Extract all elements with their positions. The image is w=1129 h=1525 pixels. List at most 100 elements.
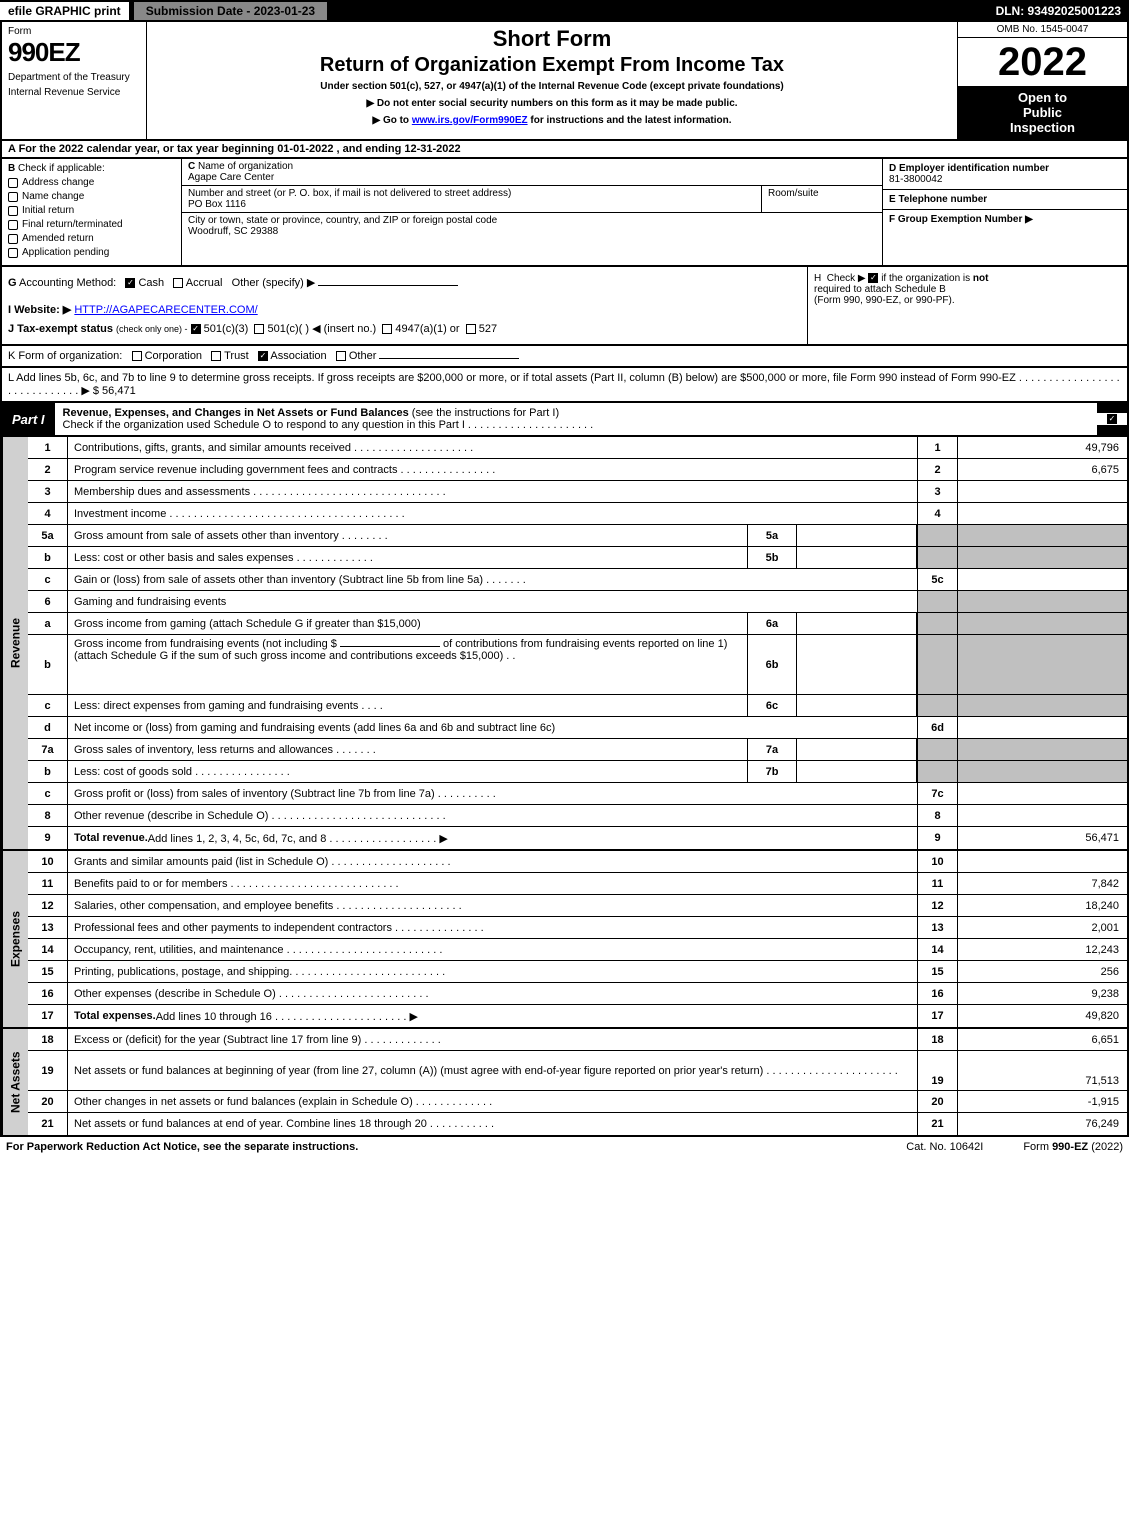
- part1-header: Part I Revenue, Expenses, and Changes in…: [0, 403, 1129, 437]
- sub-val-6a: [797, 613, 917, 634]
- checkbox-501c[interactable]: [254, 324, 264, 334]
- c-name-label: Name of organization: [198, 161, 293, 172]
- sub-7a: 7a: [747, 739, 797, 760]
- line-desc-7a: Gross sales of inventory, less returns a…: [68, 739, 747, 760]
- checkbox-application-pending[interactable]: [8, 248, 18, 258]
- checkbox-amended-return[interactable]: [8, 234, 18, 244]
- opt-application-pending: Application pending: [22, 247, 109, 258]
- f-label: F Group Exemption Number ▶: [889, 214, 1033, 225]
- line-col-15: 15: [917, 961, 957, 982]
- website-link[interactable]: HTTP://AGAPECARECENTER.COM/: [74, 304, 257, 316]
- header-center: Short Form Return of Organization Exempt…: [147, 22, 957, 139]
- line-desc-20: Other changes in net assets or fund bala…: [68, 1091, 917, 1112]
- line-col-12: 12: [917, 895, 957, 916]
- inspection-badge: Open to Public Inspection: [958, 86, 1127, 139]
- c-label: C: [188, 161, 195, 172]
- inspection-line3: Inspection: [962, 120, 1123, 135]
- checkbox-final-return[interactable]: [8, 220, 18, 230]
- shaded-amt-7b: [957, 761, 1127, 782]
- checkbox-schedule-o[interactable]: [1107, 414, 1117, 424]
- k-assoc: Association: [270, 350, 326, 362]
- line-col-17: 17: [917, 1005, 957, 1027]
- line-num-4: 4: [28, 503, 68, 524]
- line-19: 19 Net assets or fund balances at beginn…: [28, 1051, 1127, 1091]
- h-not: not: [973, 273, 989, 284]
- efile-print-label[interactable]: efile GRAPHIC print: [0, 2, 129, 20]
- line-amt-2: 6,675: [957, 459, 1127, 480]
- netassets-section: Net Assets 18 Excess or (deficit) for th…: [0, 1029, 1129, 1137]
- line-num-6d: d: [28, 717, 68, 738]
- checkbox-trust[interactable]: [211, 351, 221, 361]
- line-num-5a: 5a: [28, 525, 68, 546]
- checkbox-4947[interactable]: [382, 324, 392, 334]
- footer-center: Cat. No. 10642I: [906, 1141, 983, 1153]
- line-6c: c Less: direct expenses from gaming and …: [28, 695, 1127, 717]
- expenses-side-label: Expenses: [2, 851, 28, 1027]
- checkbox-cash[interactable]: [125, 278, 135, 288]
- checkbox-other[interactable]: [336, 351, 346, 361]
- checkbox-name-change[interactable]: [8, 192, 18, 202]
- shaded-amt-5a: [957, 525, 1127, 546]
- line-6a: a Gross income from gaming (attach Sched…: [28, 613, 1127, 635]
- line-num-8: 8: [28, 805, 68, 826]
- irs-label: Internal Revenue Service: [8, 87, 140, 98]
- line-col-14: 14: [917, 939, 957, 960]
- goto-prefix: ▶ Go to: [372, 115, 411, 126]
- line-col-21: 21: [917, 1113, 957, 1135]
- line-desc-14: Occupancy, rent, utilities, and maintena…: [68, 939, 917, 960]
- sub-6c: 6c: [747, 695, 797, 716]
- line-num-14: 14: [28, 939, 68, 960]
- line-5c: c Gain or (loss) from sale of assets oth…: [28, 569, 1127, 591]
- checkbox-527[interactable]: [466, 324, 476, 334]
- line-amt-3: [957, 481, 1127, 502]
- footer-right-suffix: (2022): [1088, 1141, 1123, 1153]
- checkbox-association[interactable]: [258, 351, 268, 361]
- sub-5a: 5a: [747, 525, 797, 546]
- line-15: 15 Printing, publications, postage, and …: [28, 961, 1127, 983]
- section-k: K Form of organization: Corporation Trus…: [0, 346, 1129, 368]
- shaded-6c: [917, 695, 957, 716]
- instruction-goto: ▶ Go to www.irs.gov/Form990EZ for instru…: [155, 115, 949, 126]
- shaded-6b: [917, 635, 957, 694]
- line-num-20: 20: [28, 1091, 68, 1112]
- shaded-6a: [917, 613, 957, 634]
- irs-link[interactable]: www.irs.gov/Form990EZ: [412, 115, 528, 126]
- line-col-5c: 5c: [917, 569, 957, 590]
- line-num-7b: b: [28, 761, 68, 782]
- line-col-2: 2: [917, 459, 957, 480]
- line-desc-12: Salaries, other compensation, and employ…: [68, 895, 917, 916]
- line-desc-4: Investment income . . . . . . . . . . . …: [68, 503, 917, 524]
- part1-title: Revenue, Expenses, and Changes in Net As…: [55, 403, 1097, 435]
- line-col-20: 20: [917, 1091, 957, 1112]
- header-right: OMB No. 1545-0047 2022 Open to Public In…: [957, 22, 1127, 139]
- sub-val-6b: [797, 635, 917, 694]
- checkbox-address-change[interactable]: [8, 178, 18, 188]
- shaded-amt-6b: [957, 635, 1127, 694]
- checkbox-initial-return[interactable]: [8, 206, 18, 216]
- netassets-side-label: Net Assets: [2, 1029, 28, 1135]
- line-6b: b Gross income from fundraising events (…: [28, 635, 1127, 695]
- checkbox-501c3[interactable]: [191, 324, 201, 334]
- line-9-rest: Add lines 1, 2, 3, 4, 5c, 6d, 7c, and 8 …: [148, 832, 448, 845]
- line-amt-19: 71,513: [957, 1051, 1127, 1090]
- line-num-10: 10: [28, 851, 68, 872]
- line-amt-17: 49,820: [957, 1005, 1127, 1027]
- omb-number: OMB No. 1545-0047: [958, 22, 1127, 38]
- footer-right-bold: 990-EZ: [1052, 1141, 1088, 1153]
- opt-amended-return: Amended return: [22, 233, 94, 244]
- line-desc-6: Gaming and fundraising events: [68, 591, 917, 612]
- line-6: 6 Gaming and fundraising events: [28, 591, 1127, 613]
- h-text4: (Form 990, 990-EZ, or 990-PF).: [814, 295, 955, 306]
- shaded-5b: [917, 547, 957, 568]
- line-num-5b: b: [28, 547, 68, 568]
- checkbox-corporation[interactable]: [132, 351, 142, 361]
- line-desc-6c: Less: direct expenses from gaming and fu…: [68, 695, 747, 716]
- line-col-6d: 6d: [917, 717, 957, 738]
- checkbox-accrual[interactable]: [173, 278, 183, 288]
- line-col-4: 4: [917, 503, 957, 524]
- revenue-section: Revenue 1 Contributions, gifts, grants, …: [0, 437, 1129, 851]
- shaded-7a: [917, 739, 957, 760]
- line-9-bold: Total revenue.: [74, 832, 148, 844]
- section-i: I Website: ▶ HTTP://AGAPECARECENTER.COM/: [8, 300, 801, 319]
- checkbox-schedule-b[interactable]: [868, 273, 878, 283]
